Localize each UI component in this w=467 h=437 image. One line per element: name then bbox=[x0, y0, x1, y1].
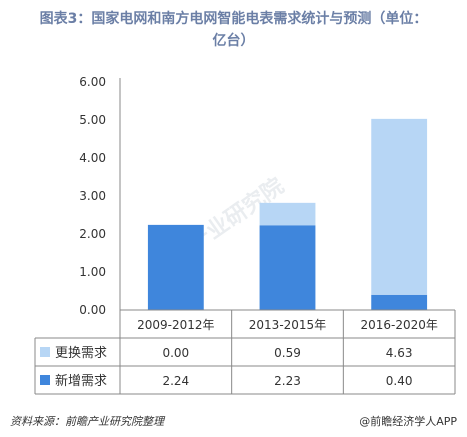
chart-title-line1: 图表3：国家电网和南方电网智能电表需求统计与预测（单位： bbox=[39, 11, 428, 27]
table-value: 2.24 bbox=[162, 374, 189, 388]
y-tick-label: 2.00 bbox=[79, 227, 106, 241]
legend-swatch bbox=[40, 375, 50, 385]
source-note: 资料来源：前瞻产业研究院整理 bbox=[10, 415, 164, 428]
legend-label: 更换需求 bbox=[55, 346, 107, 361]
y-tick-label: 3.00 bbox=[79, 189, 106, 203]
y-tick-label: 6.00 bbox=[79, 75, 106, 89]
chart-title-line2: 亿台） bbox=[212, 33, 255, 49]
category-label: 2009-2012年 bbox=[137, 318, 214, 332]
table-value: 0.40 bbox=[386, 374, 413, 388]
table-value: 0.00 bbox=[162, 346, 189, 360]
category-label: 2013-2015年 bbox=[249, 318, 326, 332]
bar-new bbox=[371, 294, 428, 310]
bar-new bbox=[147, 224, 204, 310]
bar-replace bbox=[259, 202, 316, 226]
y-tick-label: 0.00 bbox=[79, 303, 106, 317]
y-tick-label: 1.00 bbox=[79, 265, 106, 279]
legend-swatch bbox=[40, 347, 50, 357]
table-value: 4.63 bbox=[386, 346, 413, 360]
bar-new bbox=[259, 225, 316, 310]
y-tick-label: 5.00 bbox=[79, 113, 106, 127]
table-value: 0.59 bbox=[274, 346, 301, 360]
table-value: 2.23 bbox=[274, 374, 301, 388]
bar-replace bbox=[371, 118, 428, 295]
brand-note: @前瞻经济学人APP bbox=[359, 415, 457, 428]
legend-label: 新增需求 bbox=[55, 373, 107, 389]
category-label: 2016-2020年 bbox=[360, 318, 437, 332]
chart-title: 图表3：国家电网和南方电网智能电表需求统计与预测（单位： 亿台） bbox=[10, 8, 457, 52]
y-tick-label: 4.00 bbox=[79, 151, 106, 165]
